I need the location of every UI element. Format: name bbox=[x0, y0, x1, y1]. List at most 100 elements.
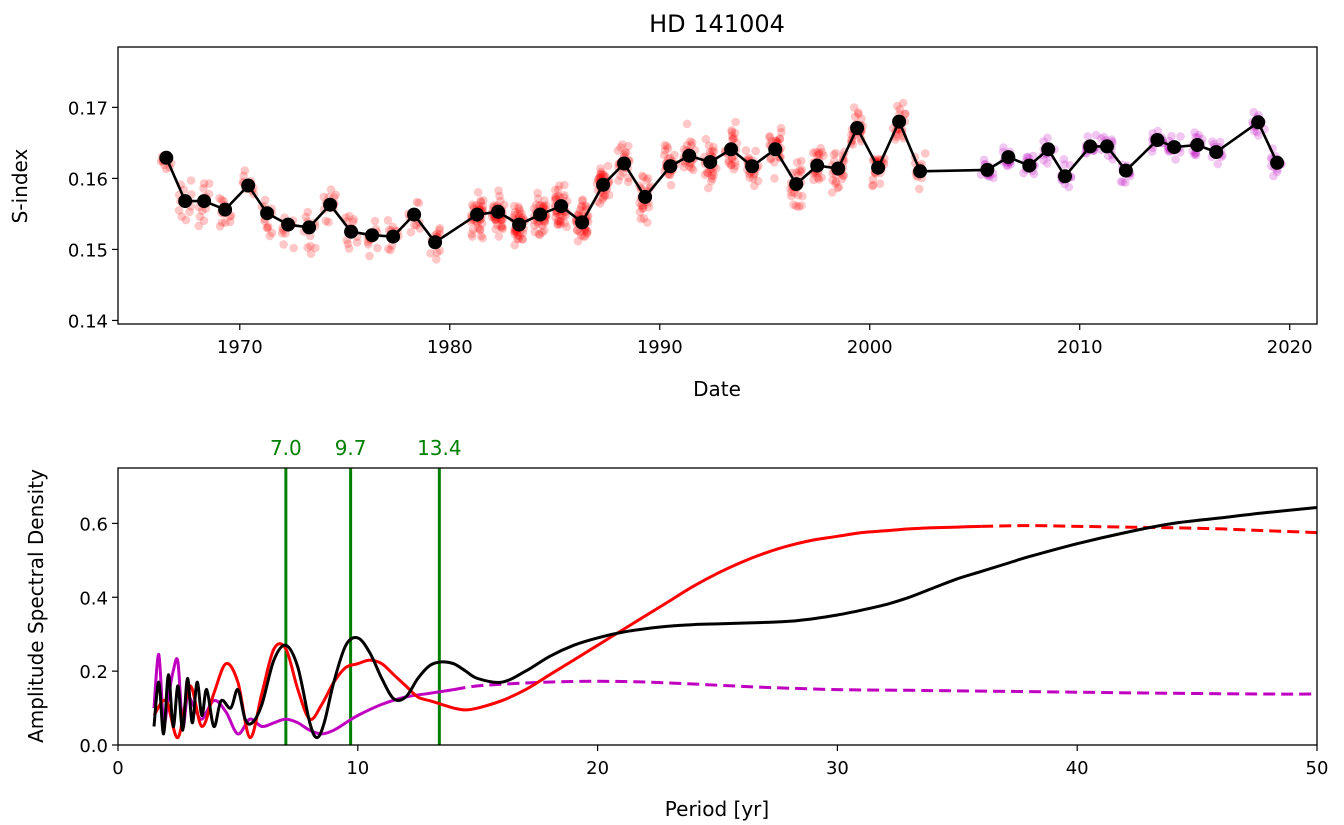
observation-point bbox=[854, 108, 863, 117]
observation-point bbox=[766, 154, 776, 163]
observation-point bbox=[663, 144, 673, 153]
observation-point bbox=[777, 127, 786, 137]
observation-point bbox=[510, 201, 519, 211]
observation-point bbox=[412, 197, 422, 207]
observation-point bbox=[554, 216, 564, 226]
observation-point bbox=[750, 181, 759, 191]
observation-point bbox=[435, 225, 444, 235]
observation-point bbox=[174, 206, 184, 215]
bottom-x-axis-ticks: 0 10 20 30 40 50 bbox=[112, 745, 1328, 779]
observation-point bbox=[306, 249, 316, 258]
observation-point bbox=[687, 138, 697, 147]
seasonal-mean-point bbox=[789, 177, 804, 192]
observation-point bbox=[476, 196, 485, 206]
bottom-y-tick-label: 0.4 bbox=[79, 588, 108, 609]
observation-point bbox=[621, 147, 630, 157]
observation-point bbox=[326, 185, 336, 194]
observation-point bbox=[613, 146, 623, 155]
observation-point bbox=[616, 143, 625, 152]
observation-point bbox=[642, 176, 651, 185]
observation-point bbox=[556, 216, 565, 226]
observation-point bbox=[595, 199, 605, 208]
observation-point bbox=[279, 240, 288, 249]
observation-point bbox=[476, 197, 486, 207]
observation-point bbox=[726, 160, 736, 170]
observation-point bbox=[868, 181, 877, 191]
seasonal-mean-point bbox=[323, 197, 338, 212]
observation-point bbox=[1059, 155, 1069, 164]
seasonal-mean-point bbox=[470, 207, 485, 222]
observation-point bbox=[857, 114, 866, 124]
observation-point bbox=[534, 229, 544, 239]
observation-point bbox=[730, 128, 740, 138]
top-y-tick-label: 0.15 bbox=[68, 240, 108, 261]
observation-point bbox=[301, 212, 311, 222]
red-spectrum-solid bbox=[152, 524, 982, 740]
observation-point bbox=[893, 101, 902, 111]
observation-point bbox=[562, 222, 571, 232]
bottom-x-tick-label: 30 bbox=[826, 758, 849, 779]
observation-point bbox=[540, 226, 549, 235]
observation-point bbox=[775, 134, 785, 144]
observation-point bbox=[707, 171, 717, 181]
seasonal-mean-point bbox=[218, 202, 233, 217]
observation-point bbox=[621, 148, 631, 158]
bottom-y-tick-label: 0.0 bbox=[79, 736, 108, 757]
observation-point bbox=[638, 204, 647, 213]
seasonal-mean-point bbox=[1150, 133, 1165, 147]
observation-point bbox=[177, 212, 187, 221]
spectrum-lines bbox=[152, 506, 1318, 740]
observation-point bbox=[979, 155, 989, 165]
observation-point bbox=[352, 238, 362, 247]
observation-point bbox=[510, 208, 520, 217]
seasonal-mean-point bbox=[1270, 155, 1285, 170]
observation-point bbox=[265, 231, 275, 241]
observation-point bbox=[849, 103, 859, 112]
period-marker-label: 9.7 bbox=[335, 436, 367, 460]
observation-point bbox=[1118, 177, 1128, 187]
observation-point bbox=[745, 173, 754, 182]
seasonal-mean-point bbox=[365, 228, 380, 243]
observation-point bbox=[383, 216, 393, 225]
seasonal-mean-point bbox=[1041, 142, 1056, 157]
observation-point bbox=[410, 220, 419, 230]
observation-point bbox=[707, 174, 717, 183]
observation-point bbox=[386, 245, 395, 255]
observation-point bbox=[682, 119, 692, 129]
observation-point bbox=[728, 134, 738, 144]
observation-point bbox=[624, 141, 633, 151]
observation-point bbox=[476, 224, 485, 234]
observation-point bbox=[616, 171, 625, 180]
observation-point bbox=[535, 230, 545, 240]
observation-point bbox=[426, 249, 435, 258]
top-mean-series bbox=[159, 114, 1285, 250]
top-y-tick-label: 0.16 bbox=[68, 169, 108, 190]
observation-point bbox=[542, 201, 551, 210]
observation-point bbox=[728, 135, 737, 144]
observation-point bbox=[311, 243, 320, 253]
observation-point bbox=[477, 231, 486, 241]
observation-point bbox=[701, 134, 711, 144]
observation-point bbox=[575, 205, 585, 215]
observation-point bbox=[814, 150, 824, 159]
observation-point bbox=[792, 201, 801, 211]
black-spectrum-solid bbox=[152, 506, 1318, 740]
observation-point bbox=[769, 158, 779, 167]
observation-point bbox=[792, 158, 802, 167]
seasonal-mean-point bbox=[1209, 145, 1224, 160]
observation-point bbox=[560, 218, 570, 228]
observation-point bbox=[798, 191, 807, 201]
observation-point bbox=[534, 219, 543, 229]
observation-point bbox=[724, 156, 734, 165]
observation-point bbox=[497, 223, 507, 233]
seasonal-mean-point bbox=[491, 204, 506, 219]
observation-point bbox=[660, 140, 670, 150]
seasonal-mean-point bbox=[980, 162, 995, 177]
observation-point bbox=[262, 223, 272, 232]
observation-point bbox=[731, 161, 740, 171]
observation-point bbox=[514, 202, 523, 212]
observation-point bbox=[225, 217, 235, 227]
observation-point bbox=[344, 244, 354, 253]
observation-point bbox=[765, 132, 774, 141]
observation-point bbox=[787, 191, 796, 201]
